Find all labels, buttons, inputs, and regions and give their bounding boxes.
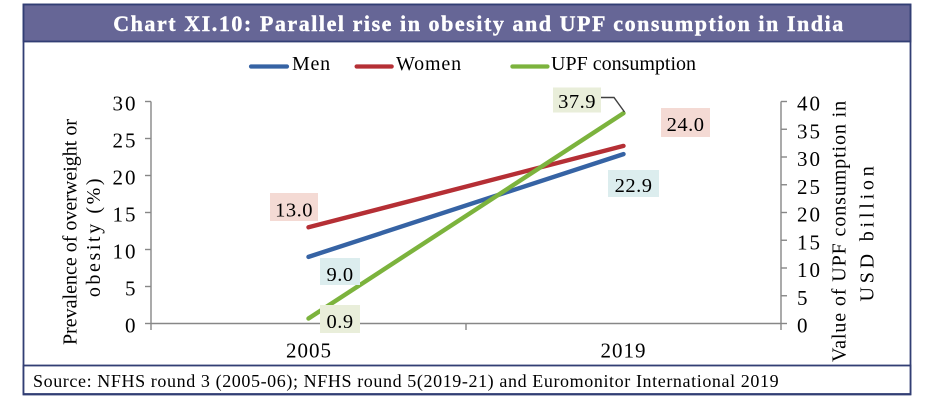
svg-text:Women: Women	[396, 53, 462, 75]
svg-text:Chart XI.10: Parallel rise in: Chart XI.10: Parallel rise in obesity an…	[113, 11, 845, 36]
svg-text:9.0: 9.0	[326, 264, 353, 286]
svg-text:obesity (%): obesity (%)	[83, 176, 105, 297]
svg-text:5: 5	[797, 286, 810, 310]
svg-text:10: 10	[113, 240, 138, 264]
svg-text:0: 0	[797, 314, 810, 338]
svg-text:Value of UPF consumption in: Value of UPF consumption in	[829, 100, 851, 362]
svg-text:Source: NFHS round 3 (2005-06): Source: NFHS round 3 (2005-06); NFHS rou…	[33, 371, 779, 392]
svg-text:25: 25	[797, 175, 822, 199]
svg-text:40: 40	[797, 92, 822, 116]
svg-text:Men: Men	[292, 53, 331, 75]
svg-text:35: 35	[797, 119, 822, 143]
svg-text:25: 25	[113, 129, 138, 153]
svg-text:15: 15	[113, 203, 138, 227]
svg-text:24.0: 24.0	[667, 114, 705, 136]
svg-text:37.9: 37.9	[558, 91, 596, 113]
svg-text:20: 20	[797, 203, 822, 227]
svg-text:0.9: 0.9	[326, 311, 353, 333]
svg-text:20: 20	[113, 166, 138, 190]
svg-text:30: 30	[113, 92, 138, 116]
svg-text:13.0: 13.0	[275, 200, 313, 222]
svg-text:5: 5	[125, 277, 138, 301]
svg-text:2019: 2019	[601, 339, 647, 363]
svg-text:2005: 2005	[286, 339, 332, 363]
svg-text:22.9: 22.9	[615, 175, 653, 197]
svg-text:30: 30	[797, 147, 822, 171]
svg-text:UPF consumption: UPF consumption	[551, 53, 696, 75]
svg-text:Prevalence of overweight or: Prevalence of overweight or	[60, 119, 82, 345]
svg-text:USD billion: USD billion	[857, 162, 879, 301]
svg-text:0: 0	[125, 314, 138, 338]
svg-text:15: 15	[797, 230, 822, 254]
svg-text:10: 10	[797, 258, 822, 282]
